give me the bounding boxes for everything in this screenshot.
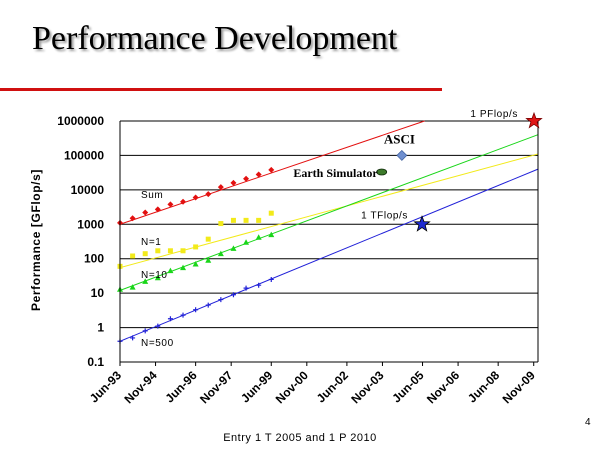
data-points	[117, 166, 275, 344]
n10-point	[142, 278, 149, 284]
n500-point	[268, 276, 274, 282]
title-underline	[0, 88, 442, 91]
n500-point	[256, 282, 262, 288]
series-labels: Sum N=1 N=10 N=500	[141, 190, 174, 349]
annotations: ASCI Earth Simulator 1 PFlop/s 1 TFlop/s	[293, 109, 543, 232]
sum-point	[192, 194, 199, 201]
n1-point	[256, 217, 262, 223]
n1-trend-line	[120, 153, 539, 269]
n500-point	[142, 328, 148, 334]
x-tick-label: Jun-93	[87, 368, 124, 405]
n10-series-label: N=10	[141, 270, 168, 281]
tflops-label: 1 TFlop/s	[361, 210, 408, 221]
n1-series-label: N=1	[141, 237, 161, 248]
x-tick-label: Nov-03	[348, 368, 386, 406]
y-tick-label: 1000	[77, 217, 104, 231]
n500-point	[218, 297, 224, 303]
n500-point	[243, 285, 249, 291]
x-tick-label: Nov-00	[273, 368, 311, 406]
n500-point	[167, 316, 173, 322]
sum-point	[243, 175, 250, 182]
n10-point	[129, 284, 136, 290]
n500-point	[155, 323, 161, 329]
x-tick-label: Jun-05	[389, 368, 426, 405]
sum-point	[230, 179, 237, 186]
n1-point	[180, 248, 186, 254]
sum-point	[154, 206, 161, 213]
earth-simulator-label: Earth Simulator	[293, 166, 378, 180]
n10-trend-line	[120, 134, 539, 291]
n10-point	[167, 267, 174, 274]
n1-point	[155, 248, 161, 254]
x-tick-label: Nov-97	[197, 368, 235, 406]
n500-point	[230, 292, 236, 298]
tflops-star-marker	[413, 215, 431, 232]
n1-point	[193, 244, 199, 250]
n10-point	[192, 261, 199, 267]
earth-simulator-marker	[376, 168, 388, 176]
x-tick-label: Nov-06	[424, 368, 462, 406]
n10-point	[243, 239, 250, 245]
sum-point	[142, 209, 149, 216]
trend-lines	[120, 120, 539, 342]
y-tick-labels: 1000000 100000 10000 1000 100 10 1 0.1	[57, 114, 104, 369]
n1-point	[142, 251, 148, 257]
n10-point	[180, 264, 187, 271]
n1-point	[243, 217, 249, 223]
y-tick-label: 10	[91, 286, 105, 300]
x-tick-label: Jun-99	[238, 368, 275, 405]
n10-point	[154, 274, 161, 281]
n10-point	[268, 231, 275, 238]
n500-point	[180, 312, 186, 318]
asci-label: ASCI	[384, 131, 415, 146]
n1-point	[268, 210, 274, 216]
pflops-label: 1 PFlop/s	[470, 109, 518, 120]
y-tick-label: 100000	[64, 148, 104, 162]
n10-point	[230, 245, 237, 251]
n500-point	[130, 335, 136, 341]
n1-point	[205, 236, 211, 242]
asci-marker	[396, 150, 408, 161]
sum-point	[268, 166, 275, 173]
slide-title: Performance Development	[32, 20, 398, 57]
n1-point	[130, 253, 136, 259]
x-tick-label: Jun-02	[314, 368, 351, 405]
gridlines	[120, 120, 538, 363]
n10-point	[217, 250, 224, 257]
y-axis-title: Performance [GFlop/s]	[29, 169, 43, 311]
sum-point	[167, 201, 174, 208]
n10-point	[205, 257, 212, 263]
x-tick-label: Jun-96	[162, 368, 199, 405]
n10-point	[255, 234, 262, 240]
sum-point	[205, 191, 212, 198]
n1-point	[218, 221, 224, 227]
y-tick-label: 0.1	[87, 355, 104, 369]
n1-point	[167, 248, 173, 254]
x-tick-label: Nov-94	[121, 368, 159, 406]
y-tick-label: 100	[84, 252, 104, 266]
slide-number: 4	[585, 417, 591, 428]
x-tick-label: Nov-09	[500, 368, 538, 406]
pflops-star-marker	[525, 111, 543, 129]
n500-series-label: N=500	[141, 338, 174, 349]
slide-caption: Entry 1 T 2005 and 1 P 2010	[223, 432, 377, 444]
n500-trend-line	[120, 168, 539, 342]
y-tick-label: 1000000	[57, 114, 104, 128]
sum-point	[255, 171, 262, 178]
axes	[119, 121, 539, 366]
sum-series-label: Sum	[141, 190, 163, 201]
n500-point	[205, 302, 211, 308]
sum-point	[129, 215, 136, 222]
x-tick-label: Jun-08	[465, 368, 502, 405]
sum-trend-line	[120, 120, 425, 225]
n1-point	[230, 217, 236, 223]
sum-point	[180, 198, 187, 205]
n500-point	[193, 307, 199, 313]
y-tick-label: 10000	[71, 183, 105, 197]
y-tick-label: 1	[97, 321, 104, 335]
sum-point	[217, 184, 224, 191]
